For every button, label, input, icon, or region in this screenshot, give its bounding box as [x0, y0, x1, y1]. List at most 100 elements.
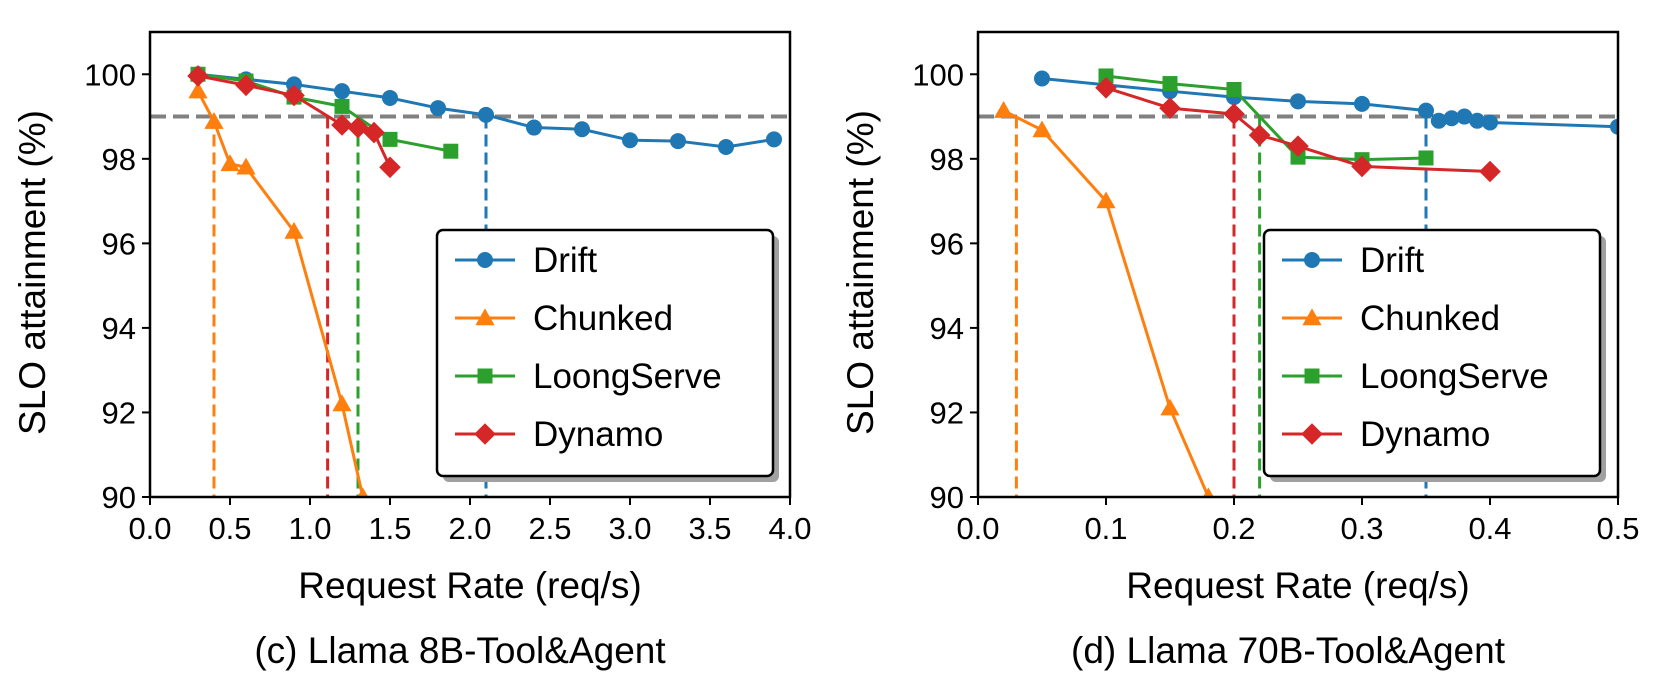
- series-drift: [1034, 70, 1618, 135]
- plot-area: [978, 68, 1618, 497]
- data-point-loongserve: [1226, 81, 1242, 97]
- data-point-drift: [286, 76, 302, 93]
- data-point-drift: [382, 89, 398, 106]
- x-tick-label: 0.2: [1212, 511, 1255, 546]
- chart-panel-d: 0.0 0.1 0.2 0.3 0.4 0.5 90 92 94 96 98 100 Request R…: [840, 30, 1640, 671]
- axes-frame: [976, 30, 1620, 499]
- x-tick-label: 0.4: [1468, 511, 1511, 546]
- data-point-drift: [1469, 112, 1486, 129]
- y-tick-label: 96: [102, 226, 136, 261]
- legend-label-dynamo: Dynamo: [533, 415, 663, 454]
- data-point-drift: [334, 83, 350, 100]
- x-tick-label: 0.3: [1340, 511, 1383, 546]
- data-point-dynamo: [1248, 124, 1271, 146]
- y-tick-label: 90: [930, 480, 964, 515]
- series-dynamo: [1095, 77, 1501, 183]
- chart-caption: (d) Llama 70B-Tool&Agent: [1071, 630, 1506, 671]
- data-point-chunked: [188, 81, 208, 99]
- legend-marker-dynamo: [1301, 423, 1323, 445]
- series-line-chunked: [1002, 109, 1210, 497]
- x-axis-label: Request Rate (req/s): [1126, 565, 1469, 606]
- data-point-dynamo: [1351, 155, 1373, 178]
- x-axis-label: Request Rate (req/s): [298, 565, 641, 606]
- data-point-dynamo: [331, 114, 353, 136]
- y-tick-label: 96: [930, 226, 964, 261]
- series-dynamo: [187, 65, 401, 179]
- data-point-loongserve: [1290, 149, 1306, 165]
- legend: Drift Chunked LoongServe Dynamo: [1262, 228, 1606, 482]
- y-tick-label: 98: [102, 142, 136, 177]
- data-point-dynamo: [1095, 77, 1117, 99]
- data-point-chunked: [204, 112, 224, 129]
- data-point-loongserve: [1162, 76, 1178, 92]
- y-tick-label: 100: [84, 57, 136, 92]
- y-tick-label: 92: [930, 395, 964, 430]
- x-tick-label: 0.0: [956, 511, 999, 546]
- data-point-drift: [1482, 114, 1498, 131]
- legend-marker-loongserve: [1304, 368, 1320, 384]
- series-chunked: [994, 101, 1214, 497]
- x-tick-label: 3.0: [608, 511, 651, 546]
- x-tick-label: 0.0: [128, 511, 171, 546]
- data-point-drift: [1443, 110, 1460, 127]
- x-tick-label: 0.1: [1084, 511, 1127, 546]
- data-point-drift: [526, 119, 542, 136]
- data-point-drift: [1610, 118, 1618, 135]
- data-point-dynamo: [235, 74, 257, 97]
- data-point-chunked: [1032, 120, 1052, 138]
- data-point-chunked: [284, 221, 304, 239]
- data-point-dynamo: [1479, 160, 1501, 183]
- data-point-dynamo: [1287, 135, 1309, 157]
- data-point-chunked: [994, 101, 1014, 118]
- data-point-loongserve: [334, 98, 350, 114]
- chart-panel-c: 0.0 0.5 1.0 1.5 2.0 2.5 3.0 3.5 4.0 90 92 94 96 98 100…: [12, 30, 812, 671]
- chart-caption: (c) Llama 8B-Tool&Agent: [254, 630, 666, 671]
- data-point-loongserve: [1418, 150, 1434, 166]
- x-tick-label: 1.5: [368, 511, 411, 546]
- data-point-dynamo: [187, 65, 209, 87]
- series-chunked: [188, 81, 369, 497]
- data-point-chunked: [1202, 487, 1214, 497]
- data-point-chunked: [357, 487, 369, 497]
- x-tick-label: 1.0: [288, 511, 331, 546]
- data-point-loongserve: [1098, 68, 1114, 84]
- legend-label-chunked: Chunked: [1360, 299, 1500, 338]
- data-point-chunked: [220, 154, 240, 172]
- data-point-drift: [1354, 95, 1370, 112]
- data-point-dynamo: [379, 156, 401, 179]
- data-point-chunked: [332, 394, 352, 412]
- data-point-loongserve: [382, 131, 398, 147]
- data-point-dynamo: [1223, 103, 1245, 125]
- legend-marker-drift: [477, 252, 493, 268]
- data-point-drift: [766, 131, 782, 148]
- data-point-drift: [1418, 102, 1434, 119]
- data-point-dynamo: [347, 116, 369, 139]
- series-drift: [190, 66, 782, 155]
- legend-marker-loongserve: [477, 368, 493, 384]
- legend-marker-chunked: [475, 308, 495, 326]
- legend-marker-drift: [1304, 252, 1320, 268]
- legend-label-drift: Drift: [533, 241, 597, 280]
- data-point-chunked: [1096, 191, 1116, 209]
- y-tick-label: 98: [930, 142, 964, 177]
- y-axis-label: SLO attainment (%): [840, 110, 881, 435]
- legend-label-dynamo: Dynamo: [1360, 415, 1490, 454]
- legend-label-drift: Drift: [1360, 241, 1424, 280]
- series-line-loongserve: [1105, 74, 1427, 162]
- series-line-drift: [1041, 77, 1618, 129]
- data-point-dynamo: [363, 121, 385, 144]
- data-point-chunked: [1160, 398, 1180, 416]
- legend-box: [435, 228, 775, 478]
- data-point-drift: [1456, 108, 1473, 125]
- plot-area: [150, 65, 790, 497]
- data-point-chunked: [236, 157, 256, 175]
- data-point-drift: [430, 100, 446, 117]
- legend-marker-chunked: [1302, 308, 1322, 326]
- y-tick-label: 100: [912, 57, 964, 92]
- data-point-drift: [622, 132, 638, 149]
- data-point-drift: [1430, 112, 1447, 129]
- data-point-drift: [670, 133, 686, 150]
- data-point-dynamo: [1159, 97, 1181, 119]
- y-tick-label: 94: [102, 311, 136, 346]
